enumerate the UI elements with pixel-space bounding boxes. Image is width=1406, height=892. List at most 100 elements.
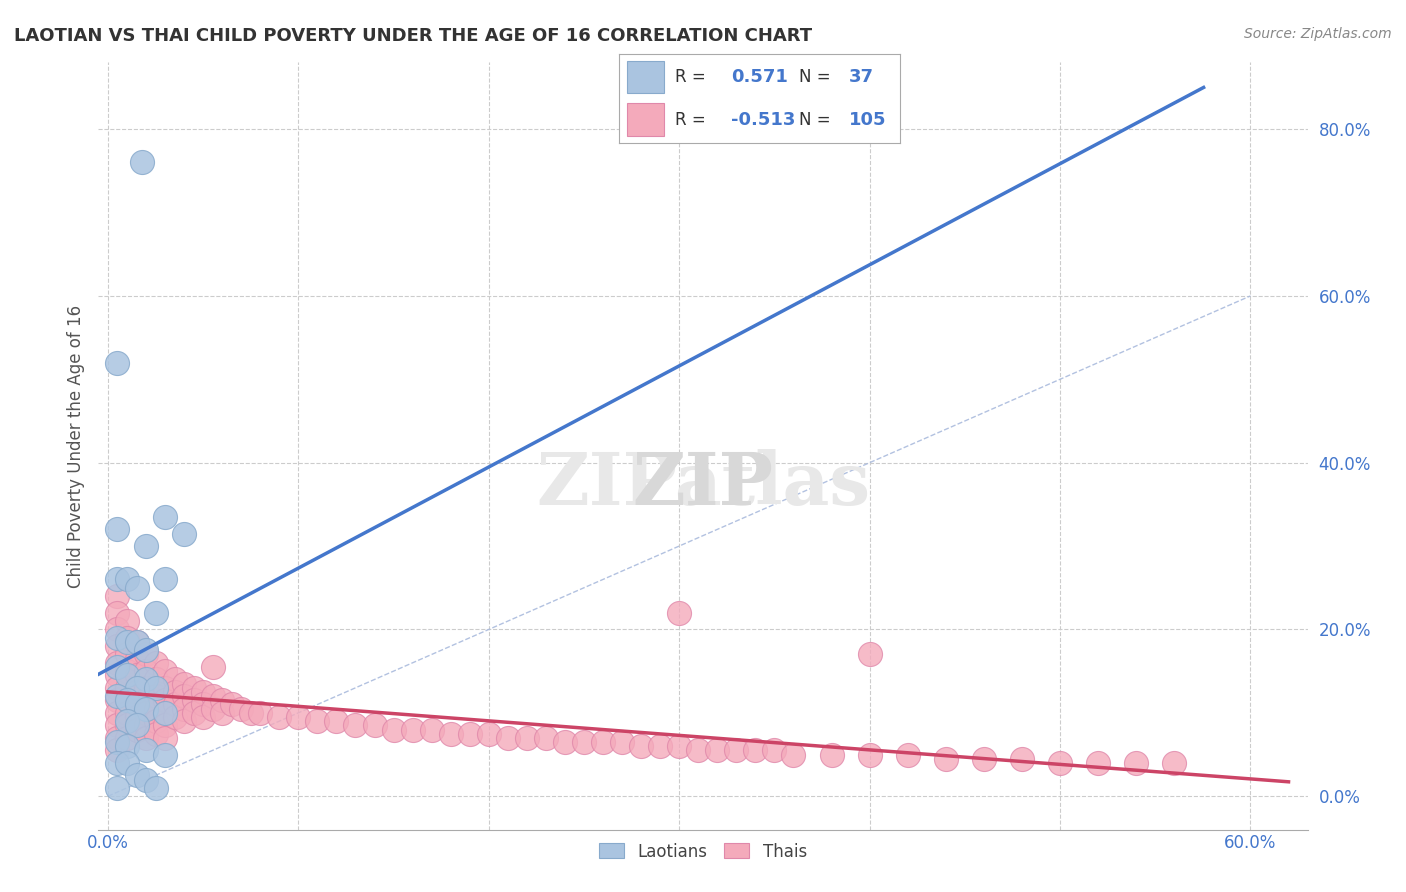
Point: [153, 693, 176, 707]
Point: [458, 726, 481, 740]
Point: [382, 723, 405, 737]
Point: [107, 522, 129, 536]
Point: [592, 735, 614, 749]
Point: [496, 731, 519, 745]
Point: [145, 606, 167, 620]
Point: [153, 706, 176, 720]
Point: [125, 668, 148, 682]
Point: [125, 698, 148, 712]
Point: [668, 606, 690, 620]
Point: [650, 739, 672, 754]
Point: [125, 635, 148, 649]
Point: [201, 689, 224, 703]
Point: [125, 635, 148, 649]
Point: [115, 714, 138, 728]
Point: [191, 710, 214, 724]
Point: [107, 743, 129, 757]
Point: [115, 693, 138, 707]
Point: [534, 731, 557, 745]
Point: [1087, 756, 1109, 770]
Point: [135, 772, 157, 787]
Point: [153, 681, 176, 695]
Point: [183, 693, 205, 707]
Point: [107, 589, 129, 603]
Text: N =: N =: [799, 111, 830, 128]
Point: [725, 743, 748, 757]
Point: [163, 698, 186, 712]
Point: [173, 689, 195, 703]
Point: [153, 573, 176, 587]
Point: [115, 681, 138, 695]
Point: [307, 714, 329, 728]
Point: [153, 747, 176, 762]
Point: [145, 673, 167, 687]
Point: [211, 693, 233, 707]
Point: [1049, 756, 1071, 770]
Point: [221, 698, 243, 712]
Point: [115, 756, 138, 770]
Point: [135, 743, 157, 757]
Text: 0.0%: 0.0%: [87, 834, 129, 852]
Point: [183, 681, 205, 695]
Point: [107, 573, 129, 587]
Point: [135, 693, 157, 707]
Point: [269, 710, 291, 724]
Point: [859, 648, 882, 662]
Point: [153, 509, 176, 524]
Point: [135, 681, 157, 695]
Text: ZIPatlas: ZIPatlas: [536, 449, 870, 520]
Point: [107, 631, 129, 645]
Point: [145, 780, 167, 795]
Point: [107, 706, 129, 720]
Point: [145, 726, 167, 740]
Point: [107, 606, 129, 620]
Point: [211, 706, 233, 720]
Point: [135, 664, 157, 678]
Y-axis label: Child Poverty Under the Age of 16: Child Poverty Under the Age of 16: [66, 304, 84, 588]
Point: [630, 739, 652, 754]
Point: [115, 718, 138, 732]
Point: [478, 726, 501, 740]
Point: [115, 614, 138, 628]
Point: [115, 731, 138, 745]
Point: [287, 710, 309, 724]
Point: [107, 780, 129, 795]
Point: [125, 698, 148, 712]
Text: 105: 105: [849, 111, 887, 128]
Point: [135, 701, 157, 715]
Point: [135, 539, 157, 553]
Point: [145, 714, 167, 728]
Point: [145, 681, 167, 695]
Point: [688, 743, 710, 757]
Point: [115, 573, 138, 587]
Point: [115, 668, 138, 682]
Point: [191, 698, 214, 712]
Point: [107, 718, 129, 732]
Point: [231, 701, 253, 715]
Point: [610, 735, 633, 749]
Point: [183, 706, 205, 720]
Point: [135, 731, 157, 745]
Point: [135, 648, 157, 662]
Point: [191, 685, 214, 699]
Point: [173, 526, 195, 541]
Point: [201, 701, 224, 715]
Point: [344, 718, 367, 732]
Point: [163, 710, 186, 724]
Text: LAOTIAN VS THAI CHILD POVERTY UNDER THE AGE OF 16 CORRELATION CHART: LAOTIAN VS THAI CHILD POVERTY UNDER THE …: [14, 27, 813, 45]
Point: [107, 735, 129, 749]
Text: R =: R =: [675, 68, 706, 86]
Point: [135, 643, 157, 657]
FancyBboxPatch shape: [627, 61, 664, 93]
Point: [1163, 756, 1185, 770]
Point: [107, 656, 129, 670]
Point: [135, 706, 157, 720]
Legend: Laotians, Thais: Laotians, Thais: [592, 836, 814, 867]
Point: [107, 693, 129, 707]
Text: 0.571: 0.571: [731, 68, 787, 86]
Point: [115, 631, 138, 645]
Point: [125, 651, 148, 665]
Point: [820, 747, 842, 762]
Point: [107, 689, 129, 703]
Point: [516, 731, 538, 745]
